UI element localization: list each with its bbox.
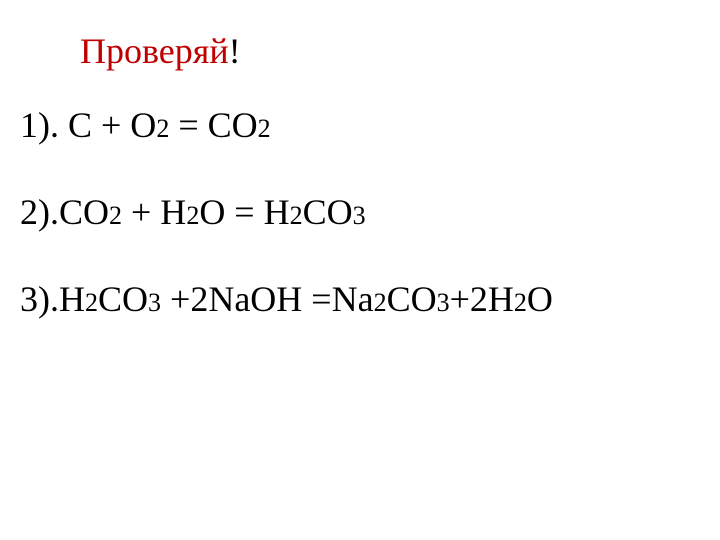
eq3-part: +2NaOH =Na [161,279,374,319]
title-exclamation: ! [229,31,241,71]
eq3-part: +2H [450,279,514,319]
eq2-part: 2).CO [20,192,109,232]
eq3-part: CO [98,279,148,319]
eq3-part: 3).H [20,279,85,319]
eq3-part: CO [387,279,437,319]
eq2-part: O = H [199,192,289,232]
equation-1: 1). C + O2 = CO2 [20,102,700,149]
eq2-sub: 2 [290,201,303,230]
eq2-part: + H [122,192,186,232]
eq3-sub: 3 [148,288,161,317]
title: Проверяй! [80,30,700,72]
eq2-part: CO [303,192,353,232]
eq2-sub: 2 [186,201,199,230]
eq3-sub: 2 [514,288,527,317]
eq1-sub: 2 [156,114,169,143]
eq1-part: = CO [169,105,257,145]
eq1-sub: 2 [258,114,271,143]
equation-2: 2).CO2 + H2O = H2CO3 [20,189,700,236]
eq3-sub: 3 [437,288,450,317]
eq3-sub: 2 [85,288,98,317]
equation-3: 3).H2CO3 +2NaOH =Na2CO3+2H2O [20,276,700,323]
eq3-sub: 2 [374,288,387,317]
title-text: Проверяй [80,31,229,71]
eq3-part: O [527,279,553,319]
eq1-part: 1). C + O [20,105,156,145]
eq2-sub: 3 [353,201,366,230]
eq2-sub: 2 [109,201,122,230]
